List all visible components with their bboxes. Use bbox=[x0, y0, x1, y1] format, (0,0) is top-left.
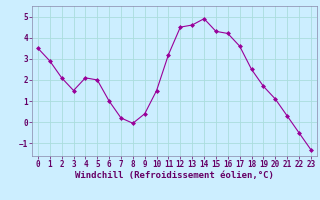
X-axis label: Windchill (Refroidissement éolien,°C): Windchill (Refroidissement éolien,°C) bbox=[75, 171, 274, 180]
